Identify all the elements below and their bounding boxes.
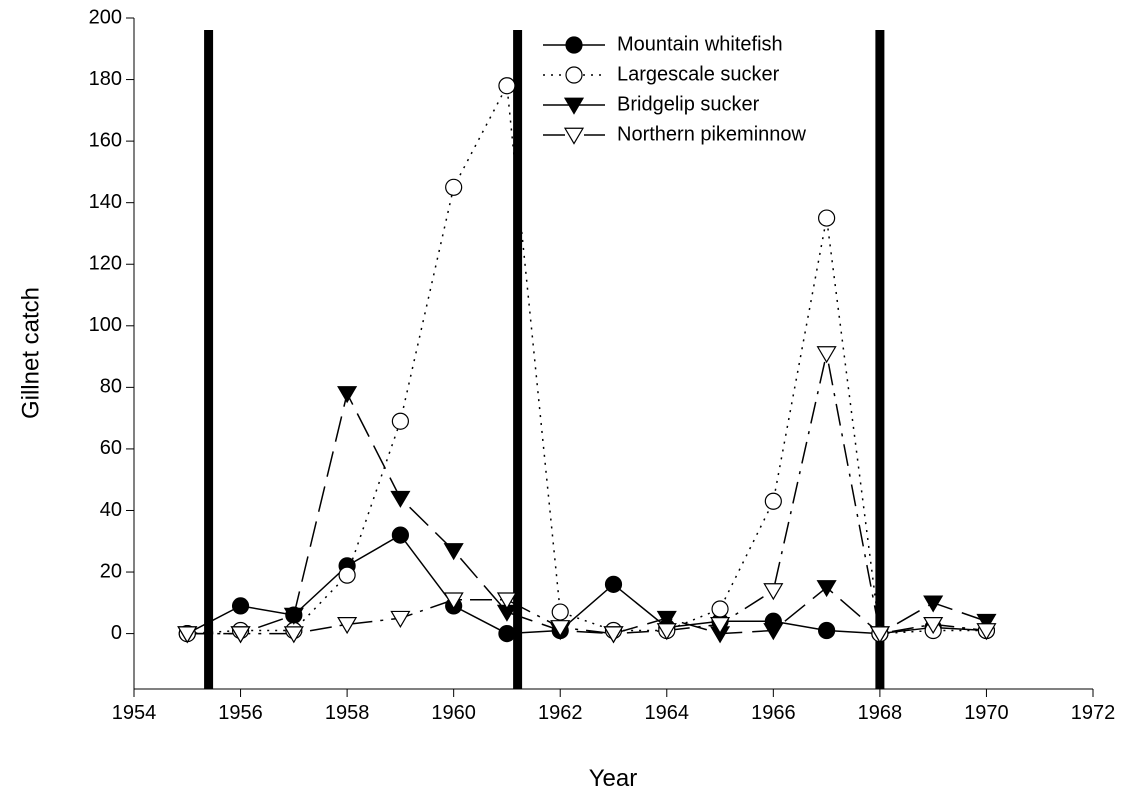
- x-tick-label: 1972: [1071, 702, 1116, 724]
- y-tick-label: 60: [100, 437, 122, 459]
- marker: [656, 623, 677, 641]
- marker: [496, 592, 517, 610]
- marker: [603, 626, 624, 644]
- marker: [443, 592, 464, 610]
- x-tick-label: 1958: [325, 702, 370, 724]
- marker: [604, 575, 623, 593]
- legend-label: Largescale sucker: [617, 63, 780, 85]
- marker: [445, 178, 463, 196]
- marker: [283, 607, 304, 625]
- legend-label: Bridgelip sucker: [617, 93, 760, 115]
- marker: [443, 543, 464, 561]
- marker: [976, 613, 997, 632]
- marker: [563, 97, 585, 115]
- marker: [550, 620, 571, 638]
- y-tick-label: 140: [89, 191, 122, 213]
- marker: [976, 623, 997, 641]
- marker: [230, 626, 251, 644]
- marker: [391, 526, 409, 544]
- marker: [498, 624, 516, 643]
- y-tick-label: 80: [100, 376, 122, 398]
- marker: [563, 127, 585, 145]
- marker: [818, 621, 836, 640]
- x-tick-label: 1954: [112, 702, 157, 724]
- legend-label: Mountain whitefish: [617, 33, 783, 55]
- y-tick-label: 100: [89, 314, 122, 336]
- y-tick-label: 120: [89, 253, 122, 275]
- marker: [923, 617, 944, 635]
- marker: [390, 490, 411, 508]
- series-line: [186, 534, 987, 635]
- marker: [816, 346, 837, 364]
- marker: [565, 36, 583, 54]
- y-tick-label: 200: [89, 6, 122, 28]
- series-line: [187, 353, 987, 635]
- marker: [764, 492, 782, 510]
- marker: [337, 386, 358, 404]
- marker: [551, 603, 569, 621]
- marker: [391, 412, 409, 430]
- marker: [816, 580, 837, 598]
- x-axis-title: Year: [589, 765, 638, 792]
- marker: [711, 600, 729, 618]
- marker: [710, 617, 731, 635]
- marker: [818, 209, 836, 227]
- marker: [337, 617, 358, 635]
- marker: [283, 626, 304, 644]
- y-tick-label: 160: [89, 129, 122, 151]
- x-tick-label: 1962: [538, 702, 583, 724]
- marker: [656, 610, 677, 628]
- marker: [498, 77, 516, 95]
- y-axis-title: Gillnet catch: [17, 287, 44, 419]
- x-tick-label: 1956: [218, 702, 263, 724]
- x-tick-label: 1970: [964, 702, 1009, 724]
- series-line: [187, 391, 987, 635]
- series-line: [187, 83, 987, 635]
- y-tick-label: 40: [100, 499, 122, 521]
- y-tick-label: 0: [111, 622, 122, 644]
- marker: [177, 626, 198, 644]
- x-tick-label: 1960: [431, 702, 476, 724]
- y-tick-label: 20: [100, 560, 122, 582]
- marker: [923, 595, 944, 613]
- marker: [869, 626, 890, 644]
- marker: [390, 610, 411, 628]
- x-tick-label: 1964: [645, 702, 690, 724]
- marker: [338, 566, 356, 584]
- marker: [231, 597, 250, 615]
- x-tick-label: 1968: [858, 702, 903, 724]
- marker: [763, 583, 784, 601]
- x-tick-label: 1966: [751, 702, 796, 724]
- y-tick-label: 180: [89, 68, 122, 90]
- legend-label: Northern pikeminnow: [617, 123, 807, 145]
- marker: [565, 66, 583, 84]
- marker: [763, 623, 784, 641]
